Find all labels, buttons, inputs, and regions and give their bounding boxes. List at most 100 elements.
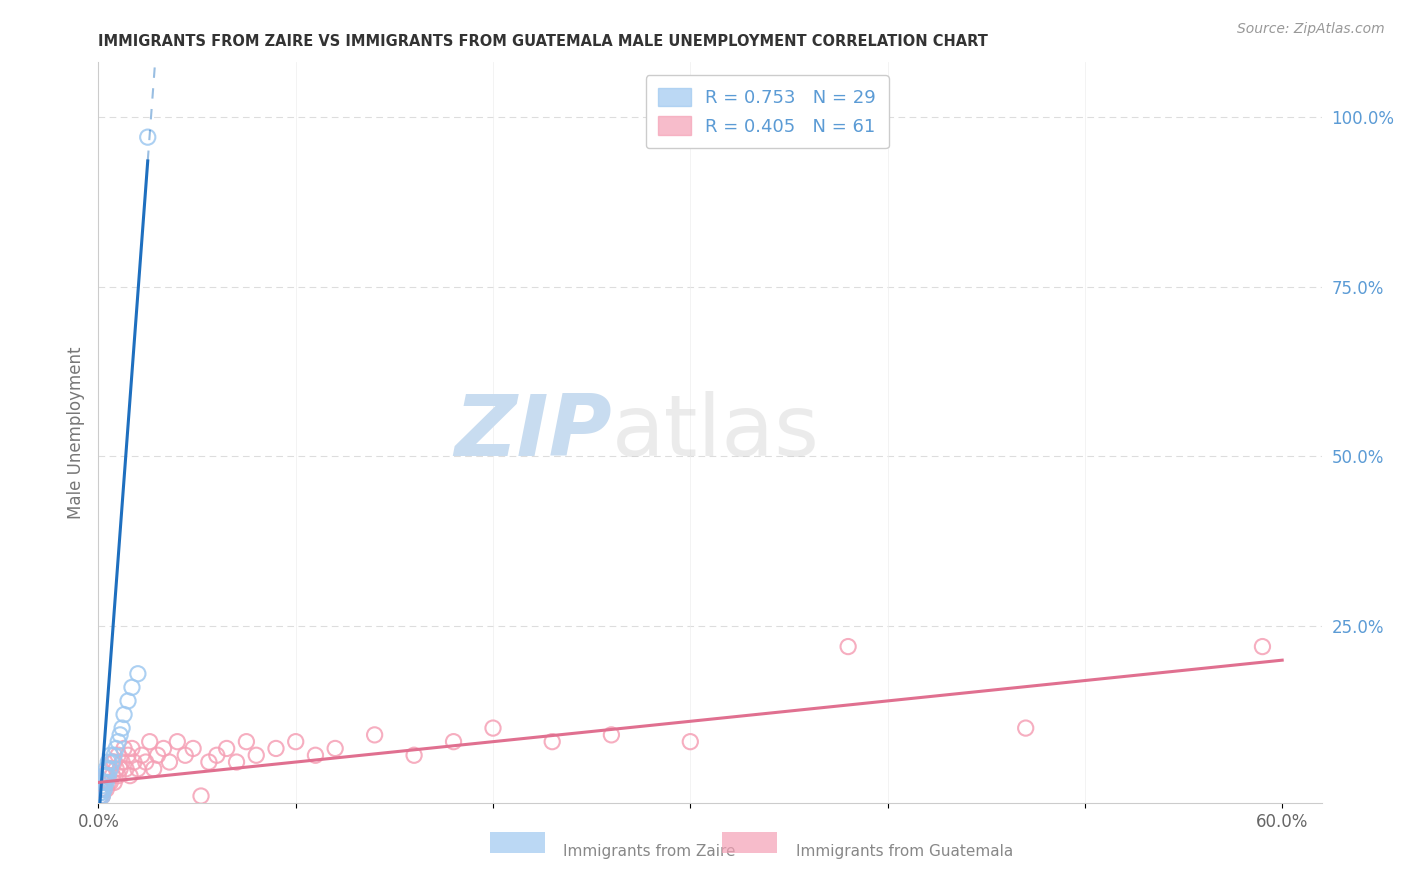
Text: Immigrants from Zaire: Immigrants from Zaire — [564, 844, 735, 858]
Point — [112, 707, 135, 722]
Point — [245, 748, 267, 763]
Point — [108, 762, 131, 776]
Point — [98, 762, 121, 776]
Point — [112, 741, 135, 756]
Point — [97, 775, 120, 789]
Point — [837, 640, 859, 654]
Point — [91, 782, 114, 797]
Point — [225, 755, 247, 769]
Point — [101, 755, 124, 769]
Text: ZIP: ZIP — [454, 391, 612, 475]
Point — [205, 748, 228, 763]
Point — [679, 734, 702, 748]
Point — [91, 789, 114, 803]
Point — [107, 734, 129, 748]
Point — [235, 734, 257, 748]
Point — [101, 755, 124, 769]
Point — [131, 748, 153, 763]
Point — [152, 741, 174, 756]
Point — [89, 789, 111, 803]
Point — [93, 775, 115, 789]
Point — [91, 782, 114, 797]
Point — [89, 782, 111, 797]
Point — [121, 741, 143, 756]
Point — [443, 734, 465, 748]
Point — [91, 779, 114, 793]
Point — [97, 762, 120, 776]
Point — [136, 130, 159, 145]
Point — [304, 748, 326, 763]
Point — [117, 694, 139, 708]
Point — [93, 775, 115, 789]
Point — [135, 755, 157, 769]
Point — [264, 741, 287, 756]
Y-axis label: Male Unemployment: Male Unemployment — [66, 346, 84, 519]
Point — [108, 728, 131, 742]
Point — [159, 755, 181, 769]
Point — [127, 666, 149, 681]
Point — [404, 748, 426, 763]
Point — [142, 762, 165, 776]
Point — [93, 782, 115, 797]
Point — [105, 762, 128, 776]
Text: Immigrants from Guatemala: Immigrants from Guatemala — [796, 844, 1012, 858]
Point — [103, 775, 125, 789]
Point — [103, 755, 125, 769]
Text: IMMIGRANTS FROM ZAIRE VS IMMIGRANTS FROM GUATEMALA MALE UNEMPLOYMENT CORRELATION: IMMIGRANTS FROM ZAIRE VS IMMIGRANTS FROM… — [98, 34, 988, 49]
Point — [363, 728, 385, 742]
Point — [107, 748, 129, 763]
Point — [181, 741, 204, 756]
Text: Source: ZipAtlas.com: Source: ZipAtlas.com — [1237, 22, 1385, 37]
Point — [93, 782, 115, 797]
Point — [98, 762, 121, 776]
Point — [96, 769, 118, 783]
Point — [107, 769, 129, 783]
Point — [96, 769, 118, 783]
Point — [127, 762, 149, 776]
Point — [91, 775, 114, 789]
Point — [1015, 721, 1038, 735]
Point — [117, 748, 139, 763]
Point — [190, 789, 212, 803]
Point — [90, 786, 112, 800]
Point — [89, 786, 111, 800]
Legend: R = 0.753   N = 29, R = 0.405   N = 61: R = 0.753 N = 29, R = 0.405 N = 61 — [645, 75, 889, 148]
Point — [96, 782, 118, 797]
Point — [1251, 640, 1274, 654]
Point — [323, 741, 346, 756]
Point — [284, 734, 307, 748]
Point — [146, 748, 169, 763]
Point — [91, 789, 114, 803]
Point — [166, 734, 188, 748]
Point — [103, 748, 125, 763]
Point — [93, 769, 115, 783]
Point — [96, 762, 118, 776]
Bar — [489, 832, 546, 853]
Point — [600, 728, 623, 742]
Point — [96, 775, 118, 789]
Point — [89, 789, 111, 803]
Point — [91, 775, 114, 789]
Point — [138, 734, 160, 748]
Point — [482, 721, 505, 735]
Point — [115, 762, 138, 776]
Point — [93, 769, 115, 783]
Point — [121, 681, 143, 695]
Point — [541, 734, 564, 748]
Point — [98, 748, 121, 763]
Point — [98, 775, 121, 789]
Point — [97, 755, 120, 769]
Text: atlas: atlas — [612, 391, 820, 475]
Point — [198, 755, 221, 769]
Point — [118, 769, 141, 783]
Point — [122, 755, 145, 769]
Bar — [723, 832, 778, 853]
Point — [97, 769, 120, 783]
Point — [174, 748, 197, 763]
Point — [111, 755, 134, 769]
Point — [215, 741, 238, 756]
Point — [111, 721, 134, 735]
Point — [89, 782, 111, 797]
Point — [101, 769, 124, 783]
Point — [105, 741, 128, 756]
